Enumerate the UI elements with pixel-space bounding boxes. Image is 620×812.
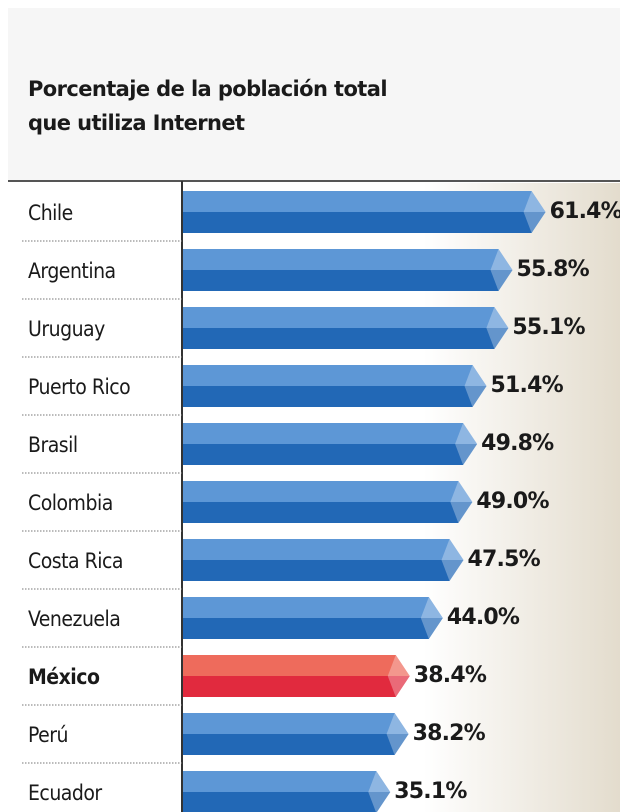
bar	[183, 771, 391, 812]
chart-title: que utiliza Internet	[28, 111, 245, 135]
bar	[183, 307, 509, 349]
value-label: 49.8%	[481, 431, 554, 456]
bar-tip	[386, 713, 409, 755]
category-label: Uruguay	[28, 317, 105, 341]
value-label: 44.0%	[447, 605, 520, 630]
bar-tip	[368, 771, 391, 812]
bar	[183, 655, 410, 697]
bar-tip	[420, 597, 443, 639]
value-label: 49.0%	[476, 489, 549, 514]
category-label: México	[28, 665, 100, 689]
bar	[183, 597, 443, 639]
chart-title: Porcentaje de la población total	[28, 77, 387, 101]
category-label: Costa Rica	[28, 549, 123, 573]
value-label: 47.5%	[468, 547, 541, 572]
category-label: Perú	[28, 723, 68, 747]
header-panel	[8, 8, 620, 180]
bar	[183, 365, 487, 407]
bar-tip	[523, 191, 546, 233]
value-label: 38.4%	[414, 663, 487, 688]
value-label: 55.1%	[512, 315, 585, 340]
category-label: Venezuela	[28, 607, 120, 631]
category-label: Colombia	[28, 491, 113, 515]
bar	[183, 191, 546, 233]
bar-tip	[490, 249, 513, 291]
bar-tip	[441, 539, 464, 581]
bar-tip	[450, 481, 473, 523]
value-label: 55.8%	[517, 257, 590, 282]
value-label: 61.4%	[550, 199, 620, 224]
category-label: Argentina	[28, 259, 116, 283]
bar	[183, 249, 513, 291]
bar	[183, 713, 409, 755]
bar	[183, 481, 473, 523]
bar	[183, 423, 478, 465]
value-label: 51.4%	[491, 373, 564, 398]
bar-tip	[455, 423, 478, 465]
bar-tip	[387, 655, 410, 697]
category-label: Ecuador	[28, 781, 102, 805]
category-label: Chile	[28, 201, 73, 225]
bar	[183, 539, 464, 581]
bar-tip	[486, 307, 509, 349]
category-label: Puerto Rico	[28, 375, 130, 399]
value-label: 38.2%	[413, 721, 486, 746]
bar-tip	[464, 365, 487, 407]
value-label: 35.1%	[394, 779, 467, 804]
category-label: Brasil	[28, 433, 78, 457]
